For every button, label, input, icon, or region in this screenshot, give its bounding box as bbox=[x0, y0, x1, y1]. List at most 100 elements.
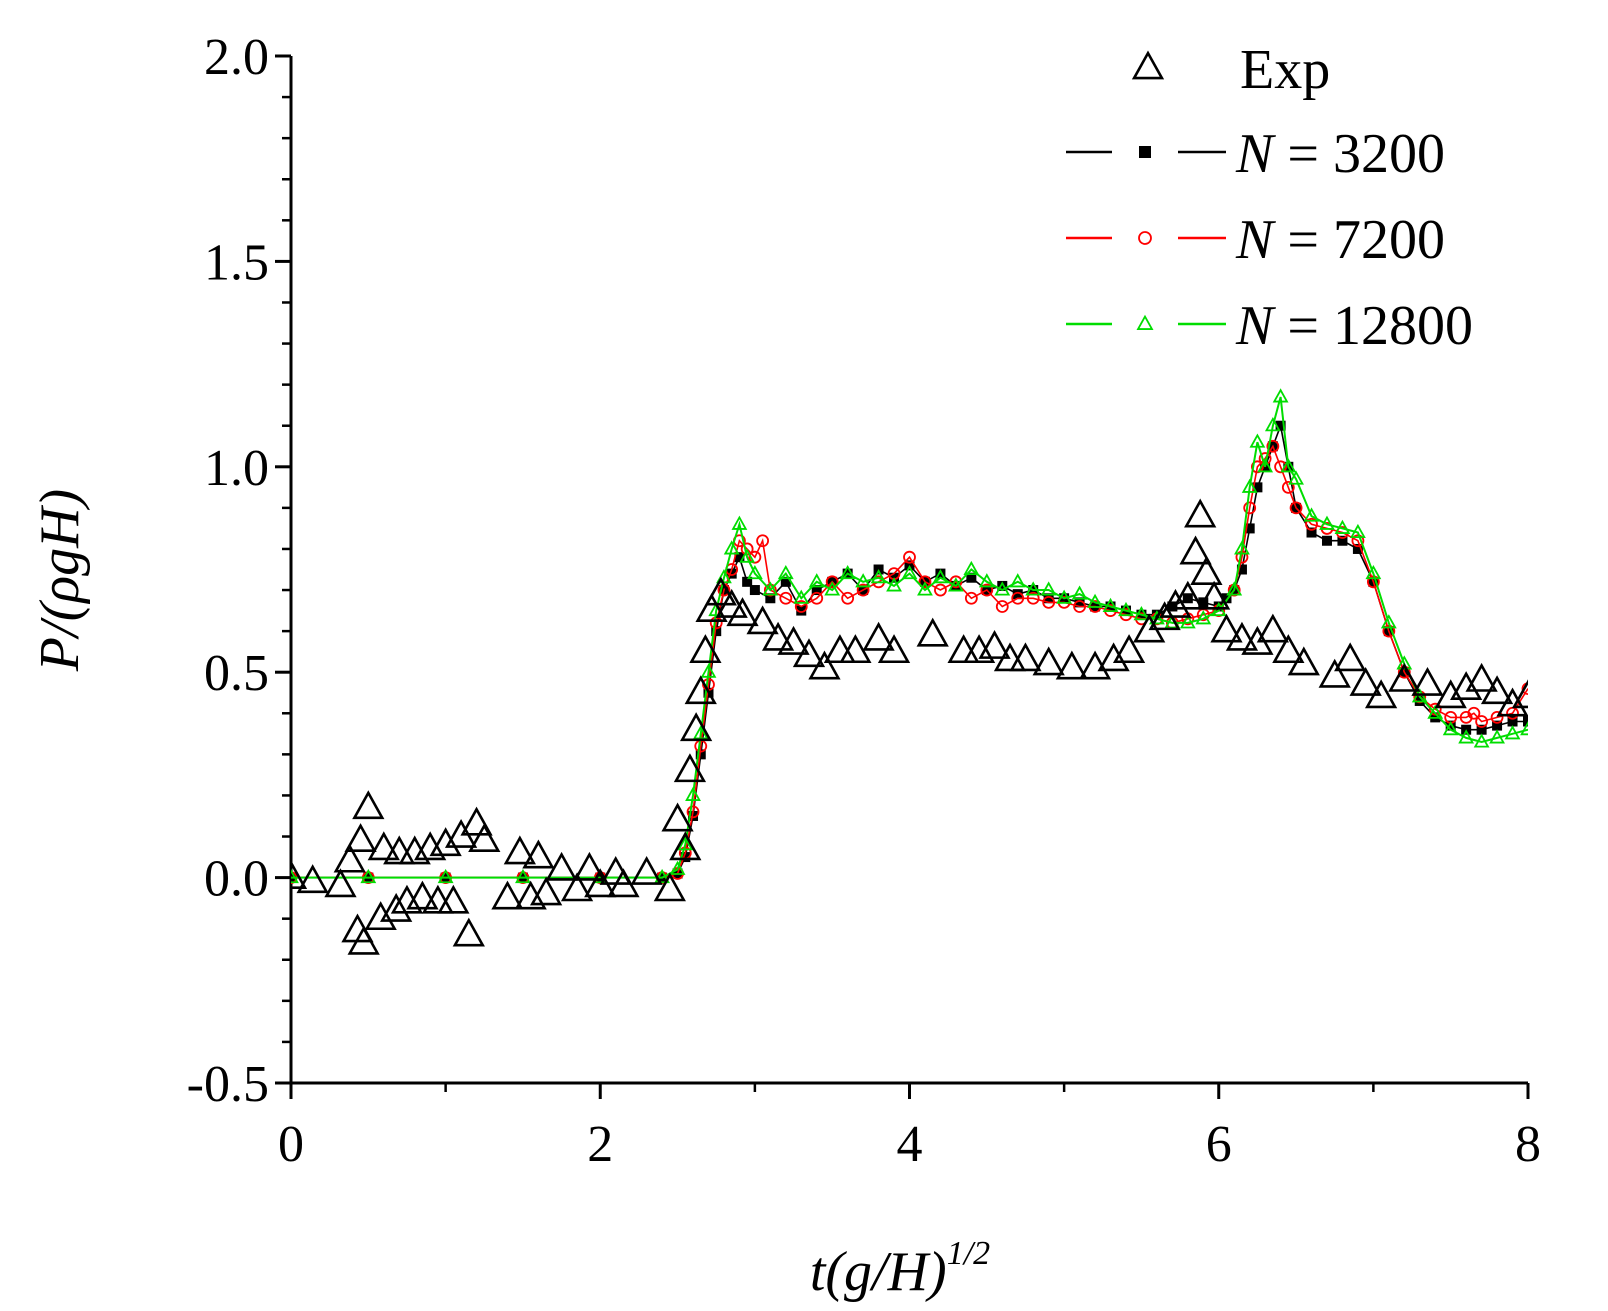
data-point bbox=[964, 591, 978, 605]
data-point bbox=[1289, 501, 1303, 515]
data-point bbox=[1306, 527, 1317, 538]
data-point bbox=[947, 577, 964, 592]
legend-entry: N = 7200 bbox=[1066, 209, 1445, 271]
data-point bbox=[777, 625, 810, 655]
data-point bbox=[1465, 662, 1498, 692]
data-point bbox=[1489, 729, 1505, 744]
data-point bbox=[669, 831, 702, 861]
data-point bbox=[1520, 721, 1528, 736]
data-point bbox=[824, 581, 841, 596]
legend-label: N = 7200 bbox=[1235, 209, 1445, 271]
data-point bbox=[1042, 595, 1056, 609]
data-point bbox=[1257, 458, 1274, 473]
data-point bbox=[1234, 540, 1250, 555]
data-point bbox=[1319, 515, 1335, 530]
data-point bbox=[291, 868, 299, 884]
data-point bbox=[1213, 601, 1224, 612]
data-point bbox=[1442, 721, 1459, 736]
data-point bbox=[1427, 704, 1444, 719]
legend-label: N = 3200 bbox=[1235, 123, 1445, 185]
data-point bbox=[1179, 535, 1212, 565]
data-point bbox=[823, 634, 857, 664]
data-point bbox=[1521, 682, 1528, 696]
data-point bbox=[1287, 646, 1320, 676]
data-point bbox=[344, 823, 377, 853]
data-point bbox=[695, 749, 706, 760]
data-point bbox=[796, 605, 807, 616]
data-point bbox=[935, 568, 946, 579]
y-tick-label: 1.5 bbox=[204, 234, 269, 291]
data-point bbox=[1190, 556, 1223, 585]
data-point bbox=[841, 591, 855, 605]
data-point bbox=[1225, 621, 1259, 651]
data-point bbox=[360, 868, 377, 884]
data-point bbox=[1305, 517, 1318, 531]
data-point bbox=[1133, 606, 1150, 621]
data-point bbox=[1221, 593, 1232, 604]
data-point bbox=[746, 605, 779, 635]
data-point bbox=[661, 802, 694, 832]
plot-area bbox=[291, 388, 1528, 955]
data-point bbox=[917, 581, 933, 596]
data-point bbox=[1450, 671, 1483, 701]
data-point bbox=[1097, 642, 1130, 672]
data-point bbox=[726, 568, 737, 579]
data-point bbox=[573, 851, 606, 881]
data-point bbox=[1365, 564, 1382, 580]
y-tick-label: 0.5 bbox=[204, 645, 269, 702]
data-point bbox=[978, 573, 995, 588]
data-point bbox=[673, 753, 707, 783]
legend-label: Exp bbox=[1240, 39, 1330, 101]
data-point bbox=[1496, 687, 1528, 717]
data-point bbox=[1334, 519, 1351, 534]
data-point bbox=[367, 831, 400, 861]
data-point bbox=[1280, 458, 1297, 473]
x-axis-title-superscript: 1/2 bbox=[947, 1235, 990, 1272]
data-point bbox=[1159, 588, 1192, 618]
data-point bbox=[1492, 720, 1503, 731]
data-point bbox=[654, 868, 671, 884]
data-point bbox=[1264, 417, 1281, 432]
data-point bbox=[756, 534, 770, 548]
data-point bbox=[1040, 581, 1057, 596]
data-point bbox=[468, 823, 501, 853]
x-tick-label: 8 bbox=[1515, 1116, 1541, 1173]
data-point bbox=[810, 591, 824, 605]
data-point bbox=[762, 581, 779, 596]
data-point bbox=[886, 577, 902, 592]
data-point bbox=[1009, 642, 1042, 672]
legend-marker bbox=[1131, 50, 1165, 80]
data-point bbox=[870, 569, 887, 584]
data-point bbox=[437, 884, 470, 914]
data-point bbox=[352, 790, 385, 820]
data-point bbox=[723, 540, 740, 555]
series-exp bbox=[291, 498, 1528, 955]
data-point bbox=[1118, 601, 1134, 617]
data-point bbox=[630, 855, 663, 885]
data-point bbox=[380, 892, 413, 922]
data-point bbox=[679, 712, 713, 742]
data-point bbox=[669, 860, 686, 875]
data-point bbox=[856, 583, 870, 597]
axes: -0.5 0.0 0.5 1.0 1.5 2.0 0 2 4 6 8 bbox=[187, 29, 1541, 1173]
data-point bbox=[1256, 613, 1290, 643]
data-point bbox=[653, 872, 686, 902]
data-point bbox=[333, 843, 366, 873]
data-point bbox=[1244, 523, 1255, 534]
data-point bbox=[1349, 666, 1382, 696]
data-point bbox=[966, 572, 977, 583]
data-point bbox=[1236, 564, 1247, 575]
data-point bbox=[1288, 470, 1304, 485]
data-point bbox=[364, 901, 397, 931]
data-point bbox=[560, 872, 594, 902]
data-point bbox=[1281, 480, 1295, 494]
data-point bbox=[1179, 614, 1196, 629]
data-point bbox=[1252, 482, 1263, 493]
x-axis-title: t(g/H)1/2 bbox=[810, 1235, 990, 1303]
data-point bbox=[1272, 388, 1289, 403]
data-point bbox=[808, 573, 825, 588]
data-point bbox=[1056, 589, 1073, 604]
data-point bbox=[437, 868, 454, 884]
data-point bbox=[1112, 634, 1146, 664]
legend-marker bbox=[1138, 231, 1152, 245]
